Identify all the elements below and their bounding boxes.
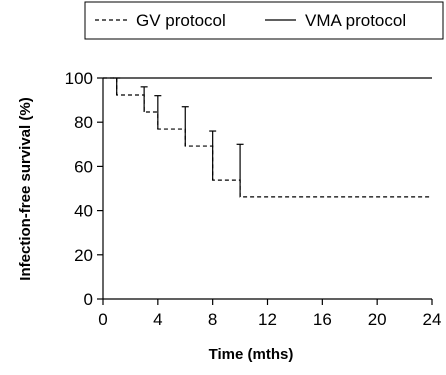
y-axis-ticks: 0 20 40 60 80 100 — [65, 69, 103, 309]
x-axis-title: Time (mths) — [209, 346, 294, 363]
y-axis-title: Infection-free survival (%) — [17, 97, 34, 280]
y-tick-label: 20 — [74, 246, 93, 265]
y-tick-label: 60 — [74, 157, 93, 176]
y-tick-label: 0 — [84, 290, 93, 309]
y-tick-label: 80 — [74, 113, 93, 132]
x-tick-label: 16 — [313, 310, 332, 329]
errorbar-layer — [113, 77, 244, 197]
legend-box — [84, 1, 444, 40]
legend-label-vma: VMA protocol — [305, 11, 406, 30]
y-tick-label: 100 — [65, 69, 93, 88]
y-tick-label: 40 — [74, 202, 93, 221]
series-layer — [103, 77, 432, 198]
x-tick-label: 20 — [368, 310, 387, 329]
x-tick-label: 12 — [258, 310, 277, 329]
legend-label-gv: GV protocol — [136, 11, 226, 30]
x-tick-label: 0 — [98, 310, 107, 329]
series-line-gv — [103, 77, 432, 198]
x-tick-label: 4 — [153, 310, 162, 329]
x-tick-label: 8 — [208, 310, 217, 329]
x-axis-ticks: 0 4 8 12 16 20 24 — [98, 299, 441, 329]
x-tick-label: 24 — [423, 310, 442, 329]
legend: GV protocol VMA protocol — [84, 1, 444, 40]
